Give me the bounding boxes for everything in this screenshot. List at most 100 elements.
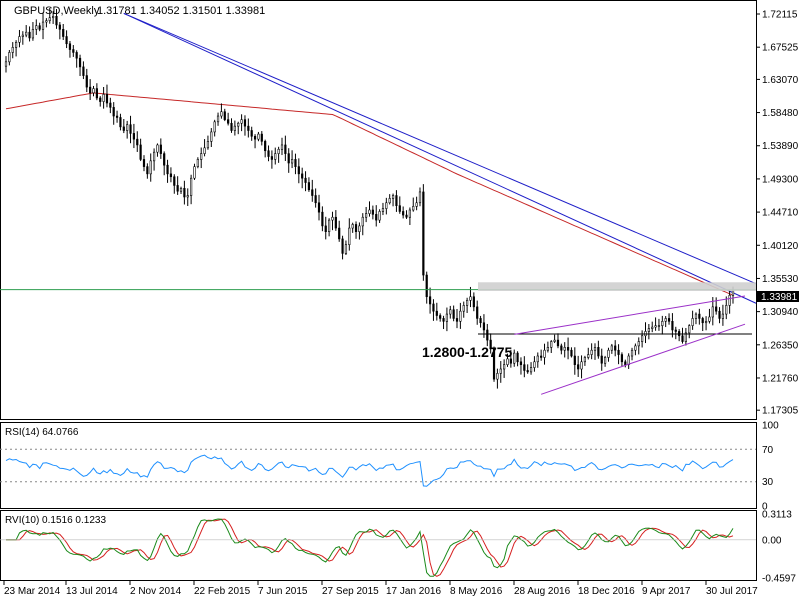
candle-body <box>657 325 661 327</box>
candle-body <box>233 125 236 131</box>
candle-body <box>358 225 361 232</box>
candle-body <box>166 164 169 175</box>
candle-body <box>210 131 213 142</box>
candle-body <box>620 354 624 363</box>
candle-body <box>381 208 385 212</box>
candle-body <box>92 88 95 94</box>
candle-body <box>630 349 634 357</box>
candle-body <box>260 133 263 142</box>
price-y-tick-label: 1.40120 <box>762 241 799 252</box>
candle-body <box>368 209 371 214</box>
candle-body <box>637 341 640 347</box>
trendlines <box>123 12 757 304</box>
candle-body <box>31 28 35 39</box>
candle-body <box>287 153 290 164</box>
candle-body <box>526 370 529 373</box>
candle-body <box>395 195 398 206</box>
rvi-signal-line <box>6 518 734 577</box>
candle-body <box>351 224 354 229</box>
candle-body <box>388 198 391 204</box>
candle-body <box>506 358 509 365</box>
candle-body <box>425 274 428 298</box>
candle-body <box>136 138 139 146</box>
rvi-title: RVI(10) 0.1516 0.1233 <box>5 515 106 526</box>
x-tick-label: 27 Sep 2015 <box>322 586 379 597</box>
candle-body <box>237 122 240 127</box>
candle-body <box>667 318 671 322</box>
candle-body <box>701 318 704 324</box>
candle-body <box>126 124 129 131</box>
candle-body <box>304 177 307 183</box>
price-y-tick-label: 1.35530 <box>762 274 799 285</box>
candle-body <box>375 214 378 221</box>
candle-body <box>65 36 68 45</box>
candle-body <box>102 94 105 102</box>
candle-body <box>519 361 523 365</box>
candle-body <box>68 43 72 50</box>
candle-body <box>294 159 297 167</box>
candle-body <box>587 354 590 358</box>
candle-body <box>156 144 159 153</box>
moving-average-line <box>5 92 734 296</box>
rsi-y-tick-label: 0 <box>762 502 768 513</box>
candle-body <box>163 153 166 166</box>
candle-body <box>216 115 220 123</box>
candle-body <box>566 347 570 351</box>
x-tick-label: 18 Dec 2016 <box>578 586 635 597</box>
x-tick-label: 17 Jan 2016 <box>386 586 441 597</box>
candle-body <box>173 176 176 186</box>
candle-body <box>274 153 277 160</box>
candle-body <box>674 329 677 332</box>
x-tick-label: 2 Nov 2014 <box>130 586 182 597</box>
candle-body <box>264 141 267 152</box>
price-y-tick-label: 1.67525 <box>762 43 799 54</box>
ma-polyline <box>5 92 734 296</box>
candle-body <box>718 310 721 319</box>
candle-body <box>459 310 462 322</box>
current-price-tag-bg <box>757 291 799 302</box>
candle-body <box>139 144 142 160</box>
candle-body <box>499 368 502 374</box>
candle-body <box>186 195 189 198</box>
candle-body <box>516 352 519 363</box>
candle-body <box>597 347 600 357</box>
candle-body <box>290 159 294 164</box>
candle-body <box>523 364 526 371</box>
rvi-series <box>0 518 756 577</box>
candle-body <box>324 225 327 232</box>
candle-body <box>715 306 718 312</box>
price-y-tick-label: 1.30940 <box>762 307 799 318</box>
candle-body <box>728 294 731 306</box>
candle-body <box>671 321 674 331</box>
candle-body <box>14 42 18 48</box>
candle-body <box>280 144 284 150</box>
candle-body <box>200 153 203 160</box>
candle-body <box>492 348 496 380</box>
candle-body <box>230 122 233 131</box>
x-tick-label: 7 Jun 2015 <box>258 586 308 597</box>
rvi-y-tick-label: -0.4597 <box>762 574 796 585</box>
candle-body <box>183 188 186 198</box>
candle-body <box>344 244 348 254</box>
x-axis-ticks: 23 Mar 2014 13 Jul 2014 2 Nov 2014 22 Feb 2… <box>3 581 758 597</box>
candle-body <box>627 355 630 365</box>
candle-body <box>486 329 489 341</box>
candle-body <box>402 211 405 216</box>
candle-body <box>509 358 512 364</box>
x-tick-label: 22 Feb 2015 <box>194 586 251 597</box>
candle-body <box>385 202 388 209</box>
candle-body <box>439 315 442 319</box>
candle-body <box>21 34 24 37</box>
candle-body <box>334 216 337 229</box>
candle-body <box>75 52 78 59</box>
candle-body <box>489 339 492 350</box>
candle-body <box>338 227 341 240</box>
candle-body <box>85 75 88 88</box>
candle-body <box>647 328 650 332</box>
candle-body <box>418 191 422 204</box>
candle-body <box>563 347 566 351</box>
candle-body <box>610 345 613 351</box>
candle-body <box>227 119 230 124</box>
price-y-tick-label: 1.26350 <box>762 340 799 351</box>
candle-body <box>240 119 243 124</box>
